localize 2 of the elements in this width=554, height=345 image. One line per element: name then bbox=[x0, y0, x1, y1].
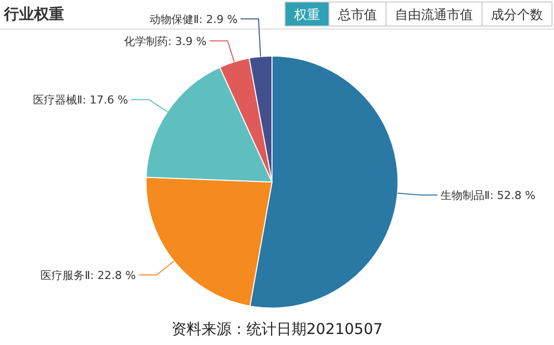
text: 资料来源：统计日期20210507 bbox=[171, 320, 383, 338]
chart-title: 行业权重 bbox=[3, 5, 64, 23]
